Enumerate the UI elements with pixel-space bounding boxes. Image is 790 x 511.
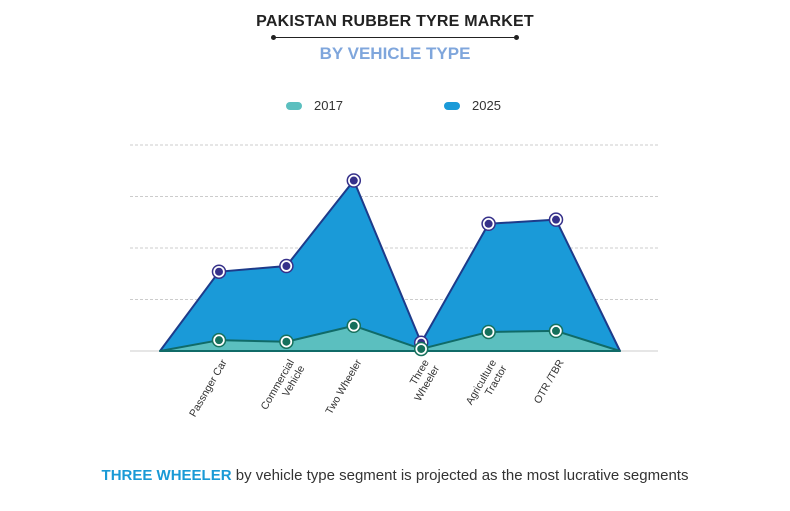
marker-dot-2017	[417, 344, 426, 353]
marker-dot-2017	[552, 326, 560, 335]
marker-dot-2017	[215, 336, 223, 345]
tick-label: ThreeWheeler	[402, 357, 443, 403]
chart-subtitle: BY VEHICLE TYPE	[319, 44, 471, 63]
tick-label: Two Wheeler	[323, 357, 364, 416]
marker-dot-2025	[484, 219, 493, 228]
legend-item-2017: 2017	[286, 98, 343, 113]
tick-label: AgricultureTractor	[464, 357, 510, 413]
legend-swatch-2025	[444, 101, 460, 110]
legend-swatch-2017	[286, 101, 302, 110]
title-divider	[271, 35, 519, 40]
legend-item-2025: 2025	[444, 98, 501, 113]
chart-title: PAKISTAN RUBBER TYRE MARKET	[256, 13, 534, 30]
marker-dot-2025	[215, 267, 223, 276]
legend-label-2025: 2025	[472, 98, 501, 113]
area-2025	[159, 179, 621, 352]
legend-label-2017: 2017	[314, 98, 343, 113]
tick-label: OTR /TBR	[532, 357, 567, 406]
marker-dot-2017	[484, 327, 493, 336]
marker-dot-2025	[282, 262, 291, 271]
marker-dot-2017	[349, 321, 358, 330]
footer-text: by vehicle type segment is projected as …	[231, 467, 689, 484]
tick-label: Passnger Car	[187, 357, 230, 419]
marker-dot-2025	[349, 176, 358, 185]
tick-label: CommercialVehicle	[259, 357, 308, 418]
footer-highlight: THREE WHEELER	[101, 467, 232, 484]
marker-dot-2025	[552, 215, 560, 224]
footer-note: THREE WHEELER by vehicle type segment is…	[0, 467, 790, 484]
marker-dot-2017	[282, 337, 291, 346]
